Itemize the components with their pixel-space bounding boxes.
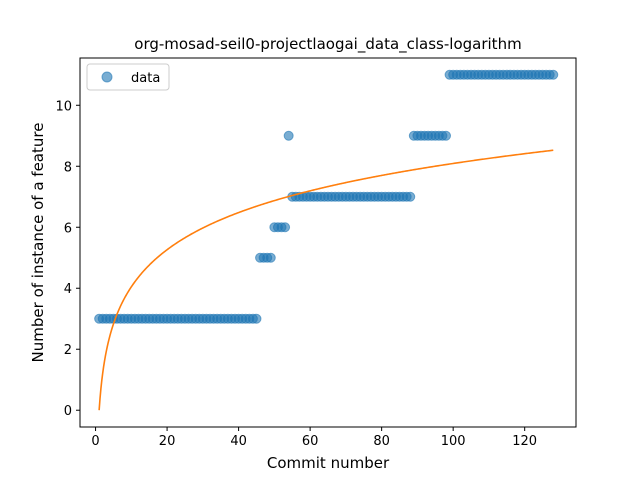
y-axis: 0 2 4 6 8 10 — [55, 99, 80, 419]
y-tick-label: 2 — [64, 343, 72, 358]
data-point — [405, 191, 416, 202]
legend-label-data: data — [131, 71, 160, 86]
plot-frame — [79, 57, 577, 428]
legend-box — [86, 63, 170, 91]
plot-background — [80, 58, 576, 427]
x-tick-label: 40 — [230, 434, 247, 449]
y-tick-label: 0 — [64, 404, 72, 419]
data-point — [283, 130, 294, 141]
x-axis-label: Commit number — [267, 454, 390, 472]
x-tick-label: 60 — [302, 434, 319, 449]
data-point — [441, 130, 452, 141]
y-tick-label: 8 — [64, 160, 72, 175]
series-layer — [94, 69, 559, 411]
x-tick-label: 120 — [512, 434, 537, 449]
fit-line — [98, 149, 554, 411]
legend: data — [86, 63, 170, 91]
chart-title: org-mosad-seil0-projectlaogai_data_class… — [134, 35, 521, 54]
data-point — [251, 313, 262, 324]
y-tick-label: 6 — [64, 221, 72, 236]
x-tick-label: 100 — [441, 434, 466, 449]
data-point — [265, 252, 276, 263]
y-tick-label: 10 — [55, 99, 72, 114]
legend-marker-data — [101, 71, 113, 83]
y-axis-label: Number of instance of a feature — [29, 123, 47, 363]
x-tick-label: 80 — [373, 434, 390, 449]
data-point — [548, 69, 559, 80]
y-tick-label: 4 — [64, 282, 72, 297]
data-point — [280, 222, 291, 233]
x-axis: 0 20 40 60 80 100 120 — [91, 427, 537, 449]
x-tick-label: 20 — [159, 434, 176, 449]
x-tick-label: 0 — [91, 434, 99, 449]
